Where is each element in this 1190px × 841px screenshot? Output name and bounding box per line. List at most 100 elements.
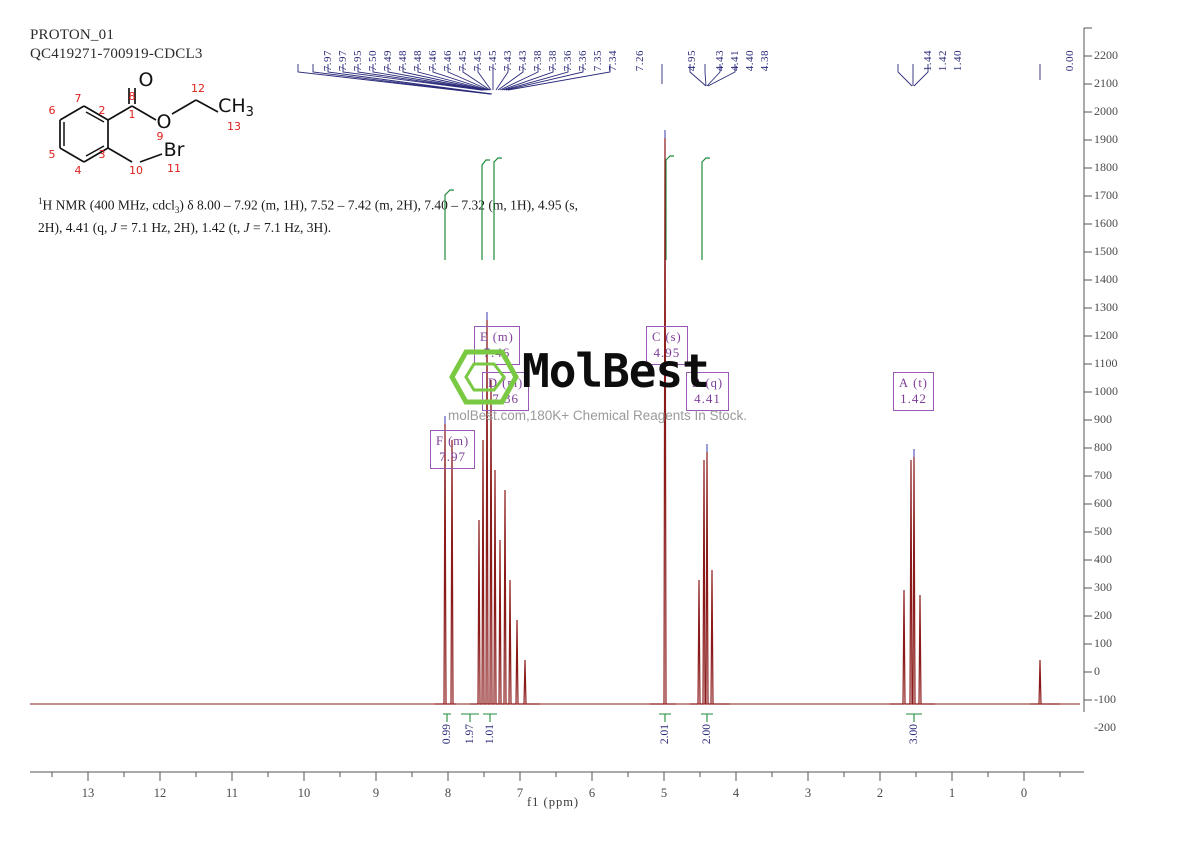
multiplet-box-a[interactable]: A (t) 1.42 — [893, 372, 934, 411]
multiplet-type: (s) — [665, 330, 682, 344]
multiplet-box-c[interactable]: C (s) 4.95 — [646, 326, 688, 365]
x-tick-label: 2 — [876, 786, 884, 800]
multiplet-box-f[interactable]: F (m) 7.97 — [430, 430, 476, 469]
atom-number-4: 4 — [75, 164, 82, 177]
header-line-1: PROTON_01 — [30, 27, 115, 43]
peak-label: 7.95 — [352, 50, 364, 72]
peak-label: 1.42 — [937, 50, 949, 72]
multiplet-type: (q) — [705, 376, 724, 390]
x-tick-label: 7 — [516, 786, 524, 800]
y-tick-label: 1100 — [1094, 356, 1118, 370]
peak-label: 7.43 — [502, 50, 514, 72]
spectrum-trace — [435, 137, 1060, 705]
y-tick-label: 2200 — [1094, 48, 1118, 62]
spectrum-canvas — [30, 64, 1080, 705]
y-axis: 2200 2100 2000 1900 1800 1700 1600 1500 … — [1080, 20, 1190, 734]
peak-label: 7.38 — [532, 50, 544, 72]
multiplet-id: C — [652, 330, 662, 344]
multiplet-type: (m) — [492, 330, 514, 344]
integral-value: 1.97 — [464, 724, 476, 745]
multiplet-id: E — [480, 330, 489, 344]
header-line-2: QC419271-700919-CDCL3 — [30, 46, 203, 62]
x-tick-label: 1 — [948, 786, 956, 800]
nmr-solvent-sub: 3 — [174, 205, 180, 216]
atom-number-2: 2 — [99, 104, 106, 117]
nmr-j-italic-2: J — [243, 220, 250, 236]
atom-number-9: 9 — [157, 130, 164, 143]
multiplet-shift: 7.97 — [439, 449, 466, 464]
atom-label-br: Br — [164, 139, 185, 161]
chemical-structure-diagram: O O Br CH3 1 2 3 4 5 6 7 8 9 10 11 12 13 — [22, 62, 282, 182]
y-tick-label: 200 — [1094, 608, 1112, 622]
x-axis-line — [30, 771, 1084, 781]
x-tick-label: 10 — [297, 786, 311, 800]
peak-label: 4.95 — [686, 50, 698, 72]
peak-pick-markers — [444, 130, 915, 457]
x-tick-label: 4 — [732, 786, 740, 800]
nmr-text-b: ) δ 8.00 – 7.92 (m, 1H), 7.52 – 7.42 (m,… — [38, 197, 578, 236]
peak-label: 7.50 — [367, 50, 379, 72]
x-axis-title: f1 (ppm) — [527, 795, 580, 809]
y-axis-line — [1083, 27, 1092, 712]
peak-label: 7.48 — [412, 50, 424, 72]
peak-label: 7.97 — [322, 50, 334, 72]
peak-label: 4.40 — [744, 50, 756, 72]
peak-label: 7.46 — [442, 50, 454, 72]
x-tick-label: 3 — [804, 786, 812, 800]
atom-number-5: 5 — [49, 148, 56, 161]
peak-label: 7.46 — [427, 50, 439, 72]
x-tick-label: 12 — [153, 786, 167, 800]
multiplet-type: (m) — [448, 434, 470, 448]
x-tick-label: 13 — [81, 786, 95, 800]
multiplet-id: A — [899, 376, 910, 390]
y-tick-label: 400 — [1094, 552, 1112, 566]
multiplet-id: D — [488, 376, 499, 390]
multiplet-shift: 7.46 — [483, 345, 511, 360]
peak-label-connectors — [297, 64, 1041, 95]
x-axis: 13 12 11 10 9 8 7 6 5 4 3 2 1 0 — [30, 768, 1090, 814]
atom-label-o-ester: O — [157, 111, 172, 133]
y-tick-label: 300 — [1094, 580, 1112, 594]
atom-number-6: 6 — [49, 104, 56, 117]
multiplet-id: F — [436, 434, 444, 448]
peak-label: 7.43 — [517, 50, 529, 72]
x-tick-label: 9 — [372, 786, 380, 800]
integral-curves — [444, 155, 710, 260]
multiplet-shift: 1.42 — [900, 391, 927, 406]
peak-label: 7.36 — [562, 50, 574, 72]
y-tick-label: 500 — [1094, 524, 1112, 538]
multiplet-box-d[interactable]: D (m) 7.36 — [482, 372, 530, 411]
peak-label: 1.44 — [922, 50, 934, 72]
peak-label: 7.97 — [337, 50, 349, 72]
nmr-proton-superscript: 1 — [38, 196, 43, 206]
peak-label: 4.38 — [759, 50, 771, 72]
spectrum-header: PROTON_01 QC419271-700919-CDCL3 — [30, 26, 203, 64]
peak-label: 7.35 — [592, 50, 604, 72]
y-tick-label: -200 — [1094, 720, 1116, 734]
multiplet-box-b[interactable]: B (q) 4.41 — [686, 372, 730, 411]
peak-label: 4.43 — [714, 50, 726, 72]
y-tick-label: 1900 — [1094, 132, 1118, 146]
peak-label: 7.49 — [382, 50, 394, 72]
atom-number-11: 11 — [167, 162, 181, 175]
x-tick-label: 0 — [1020, 786, 1028, 800]
integral-value: 3.00 — [908, 724, 920, 745]
peak-label: 7.45 — [457, 50, 469, 72]
y-tick-label: 2000 — [1094, 104, 1118, 118]
peak-label: 0.00 — [1064, 50, 1076, 72]
integral-value: 0.99 — [441, 724, 453, 745]
peak-label: 7.45 — [472, 50, 484, 72]
y-tick-label: 0 — [1094, 664, 1100, 678]
integral-value: 2.00 — [701, 724, 713, 745]
multiplet-shift: 4.95 — [653, 345, 681, 360]
multiplet-box-e[interactable]: E (m) 7.46 — [474, 326, 520, 365]
atom-number-10: 10 — [129, 164, 143, 177]
y-tick-label: 1400 — [1094, 272, 1118, 286]
atom-label-o-carbonyl: O — [139, 69, 154, 91]
y-tick-label: -100 — [1094, 692, 1116, 706]
multiplet-id: B — [692, 376, 702, 390]
peak-label: 7.48 — [397, 50, 409, 72]
atom-number-12: 12 — [191, 82, 205, 95]
x-tick-label: 11 — [225, 786, 239, 800]
nmr-spectrum-plot: 7.97 7.97 7.95 7.50 7.49 7.48 7.48 7.46 … — [30, 20, 1080, 710]
